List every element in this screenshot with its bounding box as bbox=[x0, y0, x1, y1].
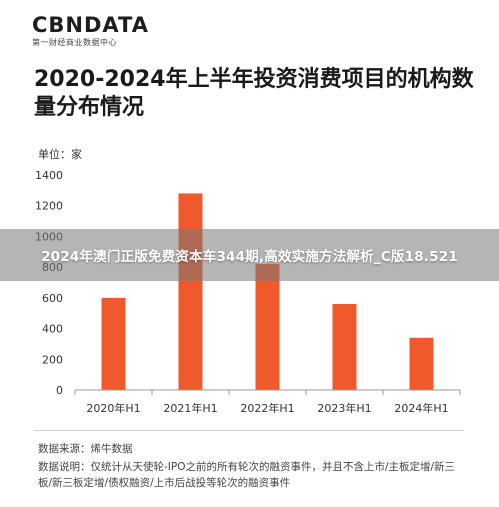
x-axis: 2020年H1 2021年H1 2022年H1 2023年H1 2024年H1 bbox=[74, 389, 461, 415]
logo-subtitle: 第一财经商业数据中心 bbox=[32, 38, 117, 47]
bar bbox=[255, 264, 280, 390]
bar bbox=[178, 193, 203, 390]
y-tick-label: 0 bbox=[56, 384, 63, 397]
y-tick-label: 200 bbox=[42, 353, 63, 366]
overlay-banner-text[interactable]: 2024年澳门正版免费资本车344期,高效实施方法解析_C版18.521 bbox=[41, 249, 458, 265]
x-tick-label: 2021年H1 bbox=[163, 401, 217, 415]
chart-title: 2020-2024年上半年投资消费项目的机构数量分布情况 bbox=[34, 67, 474, 120]
y-tick-label: 600 bbox=[42, 292, 63, 305]
y-tick-label: 400 bbox=[42, 323, 63, 336]
overlay-banner[interactable]: 2024年澳门正版免费资本车344期,高效实施方法解析_C版18.521 bbox=[0, 229, 499, 281]
data-source: 数据来源：烯牛数据 bbox=[38, 443, 133, 455]
y-tick-label: 1400 bbox=[35, 169, 63, 182]
y-axis: 0200400600800100012001400 bbox=[35, 169, 63, 397]
brand-logo: CBNDATA 第一财经商业数据中心 bbox=[32, 14, 149, 48]
y-tick-label: 1200 bbox=[35, 200, 63, 213]
x-tick-label: 2020年H1 bbox=[86, 401, 140, 415]
x-tick-label: 2024年H1 bbox=[394, 401, 448, 415]
x-tick-label: 2022年H1 bbox=[240, 401, 294, 415]
bar bbox=[409, 337, 434, 390]
logo-text: CBNDATA bbox=[32, 13, 149, 37]
data-note: 数据说明：仅统计从天使轮-IPO之前的所有轮次的融资事件，并且不含上市/主板定增… bbox=[38, 461, 456, 489]
footer-divider bbox=[34, 430, 464, 431]
x-tick-label: 2023年H1 bbox=[317, 401, 371, 415]
unit-label: 单位：家 bbox=[38, 148, 82, 161]
bars bbox=[101, 193, 434, 390]
bar bbox=[101, 297, 126, 390]
bar bbox=[332, 304, 357, 390]
